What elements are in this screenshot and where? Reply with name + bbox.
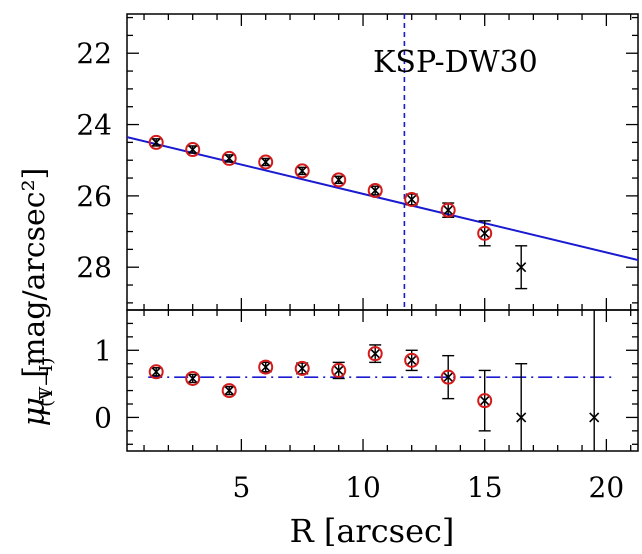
cross-marker [151, 137, 162, 148]
top-y-tick-labels: 22 24 26 28 [76, 37, 112, 284]
cross-marker [333, 174, 344, 185]
cross-marker [443, 372, 454, 383]
data-point-cross [515, 363, 528, 451]
fit-line [127, 136, 638, 262]
circle-marker [404, 191, 420, 207]
top-axis-ticks [127, 14, 638, 310]
data-point-circled [185, 142, 201, 158]
circle-marker [185, 142, 201, 158]
top-ylabel-sub: I [36, 390, 57, 397]
data-point-circled [404, 191, 420, 207]
top-ylabel-symbol: μ [17, 397, 52, 417]
x-tick-label: 20 [589, 471, 625, 504]
x-tick-label: 10 [345, 471, 381, 504]
cross-marker [370, 185, 381, 196]
cross-marker [406, 194, 417, 205]
data-point-circled [331, 172, 347, 188]
y-tick-label: 26 [76, 180, 112, 213]
x-tick-label: 5 [232, 471, 250, 504]
data-point-cross [515, 245, 528, 290]
data-point-circled [148, 134, 164, 150]
data-point-circled [477, 220, 493, 247]
cross-marker [224, 153, 235, 164]
circle-marker [367, 346, 383, 362]
cross-marker [297, 165, 308, 176]
cross-marker [479, 228, 490, 239]
object-name-annotation: KSP-DW30 [373, 45, 538, 80]
circle-marker [258, 154, 274, 170]
cross-marker [406, 355, 417, 366]
cross-marker [187, 144, 198, 155]
data-point-circled [440, 354, 456, 400]
bottom-tick-labels: 015 10 15 20 [94, 334, 624, 504]
circle-marker [294, 360, 310, 376]
circle-marker [258, 359, 274, 375]
cross-marker [443, 205, 454, 216]
cross-marker [589, 412, 600, 423]
data-point-circled [440, 202, 456, 218]
data-point-circled [294, 360, 310, 376]
cross-marker [224, 385, 235, 396]
cross-marker [516, 262, 527, 273]
bottom-ylabel-symbol: μ [17, 407, 52, 427]
data-point-circled [367, 183, 383, 199]
bottom-panel-frame [126, 309, 639, 452]
circle-marker [440, 369, 456, 385]
cross-marker [297, 363, 308, 374]
circle-marker [331, 172, 347, 188]
svg-text:μI[mag/arcsec²]: μI [mag/arcsec²] [17, 168, 57, 417]
data-point-circled [331, 361, 347, 380]
circle-marker [148, 134, 164, 150]
top-data-points [148, 134, 528, 290]
bottom-y-axis-label: μ(V−I) [17, 358, 57, 427]
bottom-ylabel-sub: (V−I) [36, 358, 57, 407]
data-point-circled [148, 364, 164, 380]
circle-marker [221, 383, 237, 399]
data-point-circled [404, 349, 420, 372]
y-tick-label: 0 [94, 401, 112, 434]
data-point-circled [221, 150, 237, 166]
y-tick-label: 24 [76, 109, 112, 142]
data-point-circled [258, 359, 274, 375]
data-point-circled [221, 383, 237, 399]
cross-marker [260, 362, 271, 373]
circle-marker [404, 352, 420, 368]
data-point-cross [589, 310, 600, 451]
top-y-axis-label: μI [mag/arcsec²] [17, 168, 57, 417]
cross-marker [516, 412, 527, 423]
circle-marker [185, 370, 201, 386]
cross-marker [333, 365, 344, 376]
bottom-axis-ticks [127, 310, 638, 451]
cross-marker [479, 395, 490, 406]
data-point-circled [294, 163, 310, 179]
circle-marker [294, 163, 310, 179]
circle-marker [148, 364, 164, 380]
circle-marker [367, 183, 383, 199]
cross-marker [187, 373, 198, 384]
data-point-circled [258, 154, 274, 170]
cross-marker [260, 156, 271, 168]
cross-marker [370, 348, 381, 359]
circle-marker [440, 202, 456, 218]
circle-marker [477, 393, 493, 409]
cross-marker [151, 366, 162, 377]
svg-text:μ(V−I): μ(V−I) [17, 358, 57, 427]
data-point-circled [477, 369, 493, 432]
top-ylabel-units: [mag/arcsec²] [17, 168, 52, 378]
y-tick-label: 28 [76, 251, 112, 284]
data-point-circled [367, 344, 383, 364]
y-tick-label: 22 [76, 37, 112, 70]
bottom-data-points [148, 310, 600, 451]
circle-marker [221, 150, 237, 166]
circle-marker [477, 225, 493, 241]
x-tick-label: 15 [467, 471, 503, 504]
data-point-circled [185, 370, 201, 386]
circle-marker [331, 362, 347, 378]
y-tick-label: 1 [94, 334, 112, 367]
x-axis-label: R [arcsec] [290, 512, 455, 550]
